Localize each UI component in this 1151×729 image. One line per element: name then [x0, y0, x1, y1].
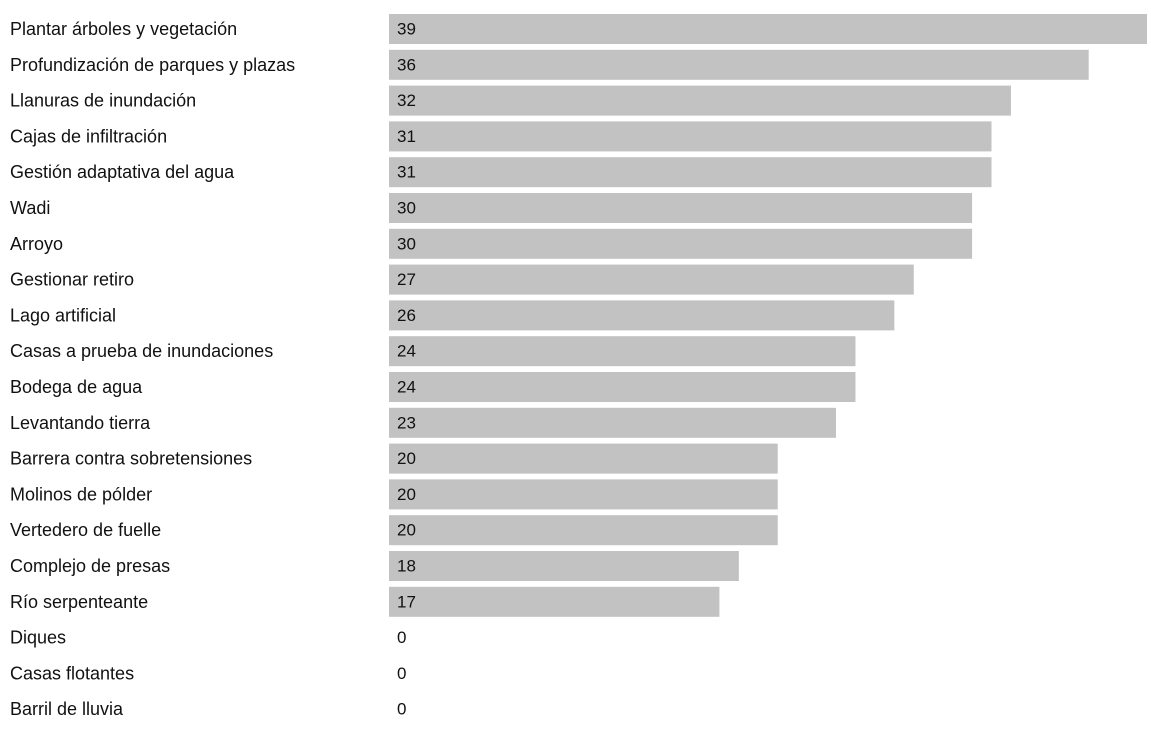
value-label: 17 [397, 592, 416, 611]
bar-row: Casas flotantes 0 [10, 663, 406, 683]
category-label: Levantando tierra [10, 413, 151, 433]
bar-row: Arroyo 30 [10, 228, 973, 259]
bar [389, 264, 914, 295]
category-label: Lago artificial [10, 305, 116, 325]
bar [389, 443, 778, 474]
category-label: Casas a prueba de inundaciones [10, 341, 273, 361]
category-label: Vertedero de fuelle [10, 520, 161, 540]
bar-row: Gestión adaptativa del agua 31 [10, 157, 992, 188]
bar [389, 372, 856, 402]
bar-row: Cajas de infiltración 31 [10, 121, 992, 152]
category-label: Bodega de agua [10, 377, 143, 397]
category-label: Gestionar retiro [10, 270, 134, 290]
bar [389, 85, 1011, 116]
bar-row: Casas a prueba de inundaciones 24 [10, 336, 856, 367]
bar-row: Bodega de agua 24 [10, 372, 856, 402]
bar [389, 228, 973, 259]
category-label: Arroyo [10, 234, 63, 254]
bar-row: Levantando tierra 23 [10, 407, 837, 438]
bar [389, 336, 856, 367]
value-label: 0 [397, 664, 406, 683]
value-label: 0 [397, 628, 406, 647]
bar [389, 157, 992, 188]
bar [389, 300, 895, 331]
bar-row: Complejo de presas 18 [10, 551, 739, 581]
value-label: 31 [397, 127, 416, 146]
bar [389, 479, 778, 510]
category-label: Cajas de infiltración [10, 126, 167, 146]
bar [389, 407, 837, 438]
category-label: Plantar árboles y vegetación [10, 19, 237, 39]
category-label: Molinos de pólder [10, 484, 152, 504]
value-label: 24 [397, 378, 416, 397]
value-label: 20 [397, 521, 416, 540]
value-label: 26 [397, 306, 416, 325]
value-label: 18 [397, 557, 416, 576]
category-label: Barrera contra sobretensiones [10, 449, 252, 469]
bar-row: Gestionar retiro 27 [10, 264, 914, 295]
bar-row: Molinos de pólder 20 [10, 479, 778, 510]
bar-row: Río serpenteante 17 [10, 586, 720, 617]
bar [389, 515, 778, 546]
bar [389, 193, 973, 223]
value-label: 39 [397, 20, 416, 39]
category-label: Profundización de parques y plazas [10, 55, 295, 75]
bar [389, 551, 739, 581]
value-label: 36 [397, 55, 416, 74]
bar-row: Wadi 30 [10, 193, 973, 223]
bar-row: Barrera contra sobretensiones 20 [10, 443, 778, 474]
value-label: 24 [397, 342, 416, 361]
category-label: Barril de lluvia [10, 699, 124, 719]
category-label: Gestión adaptativa del agua [10, 162, 235, 182]
category-label: Río serpenteante [10, 592, 148, 612]
bar-row: Lago artificial 26 [10, 300, 895, 331]
value-label: 32 [397, 91, 416, 110]
value-label: 30 [397, 199, 416, 218]
bar-row: Plantar árboles y vegetación 39 [10, 14, 1147, 44]
value-label: 30 [397, 234, 416, 253]
category-label: Casas flotantes [10, 663, 134, 683]
value-label: 20 [397, 449, 416, 468]
bar [389, 586, 720, 617]
bar-row: Barril de lluvia 0 [10, 699, 406, 719]
value-label: 23 [397, 413, 416, 432]
bar-row: Llanuras de inundación 32 [10, 85, 1011, 116]
value-label: 31 [397, 163, 416, 182]
bar-row: Diques 0 [10, 628, 406, 648]
category-label: Complejo de presas [10, 556, 170, 576]
category-label: Diques [10, 628, 66, 648]
bar-row: Profundización de parques y plazas 36 [10, 49, 1089, 80]
category-label: Wadi [10, 198, 50, 218]
value-label: 0 [397, 700, 406, 719]
bar [389, 14, 1147, 44]
bar [389, 49, 1089, 80]
bar [389, 121, 992, 152]
bar-row: Vertedero de fuelle 20 [10, 515, 778, 546]
value-label: 20 [397, 485, 416, 504]
value-label: 27 [397, 270, 416, 289]
category-label: Llanuras de inundación [10, 91, 196, 111]
